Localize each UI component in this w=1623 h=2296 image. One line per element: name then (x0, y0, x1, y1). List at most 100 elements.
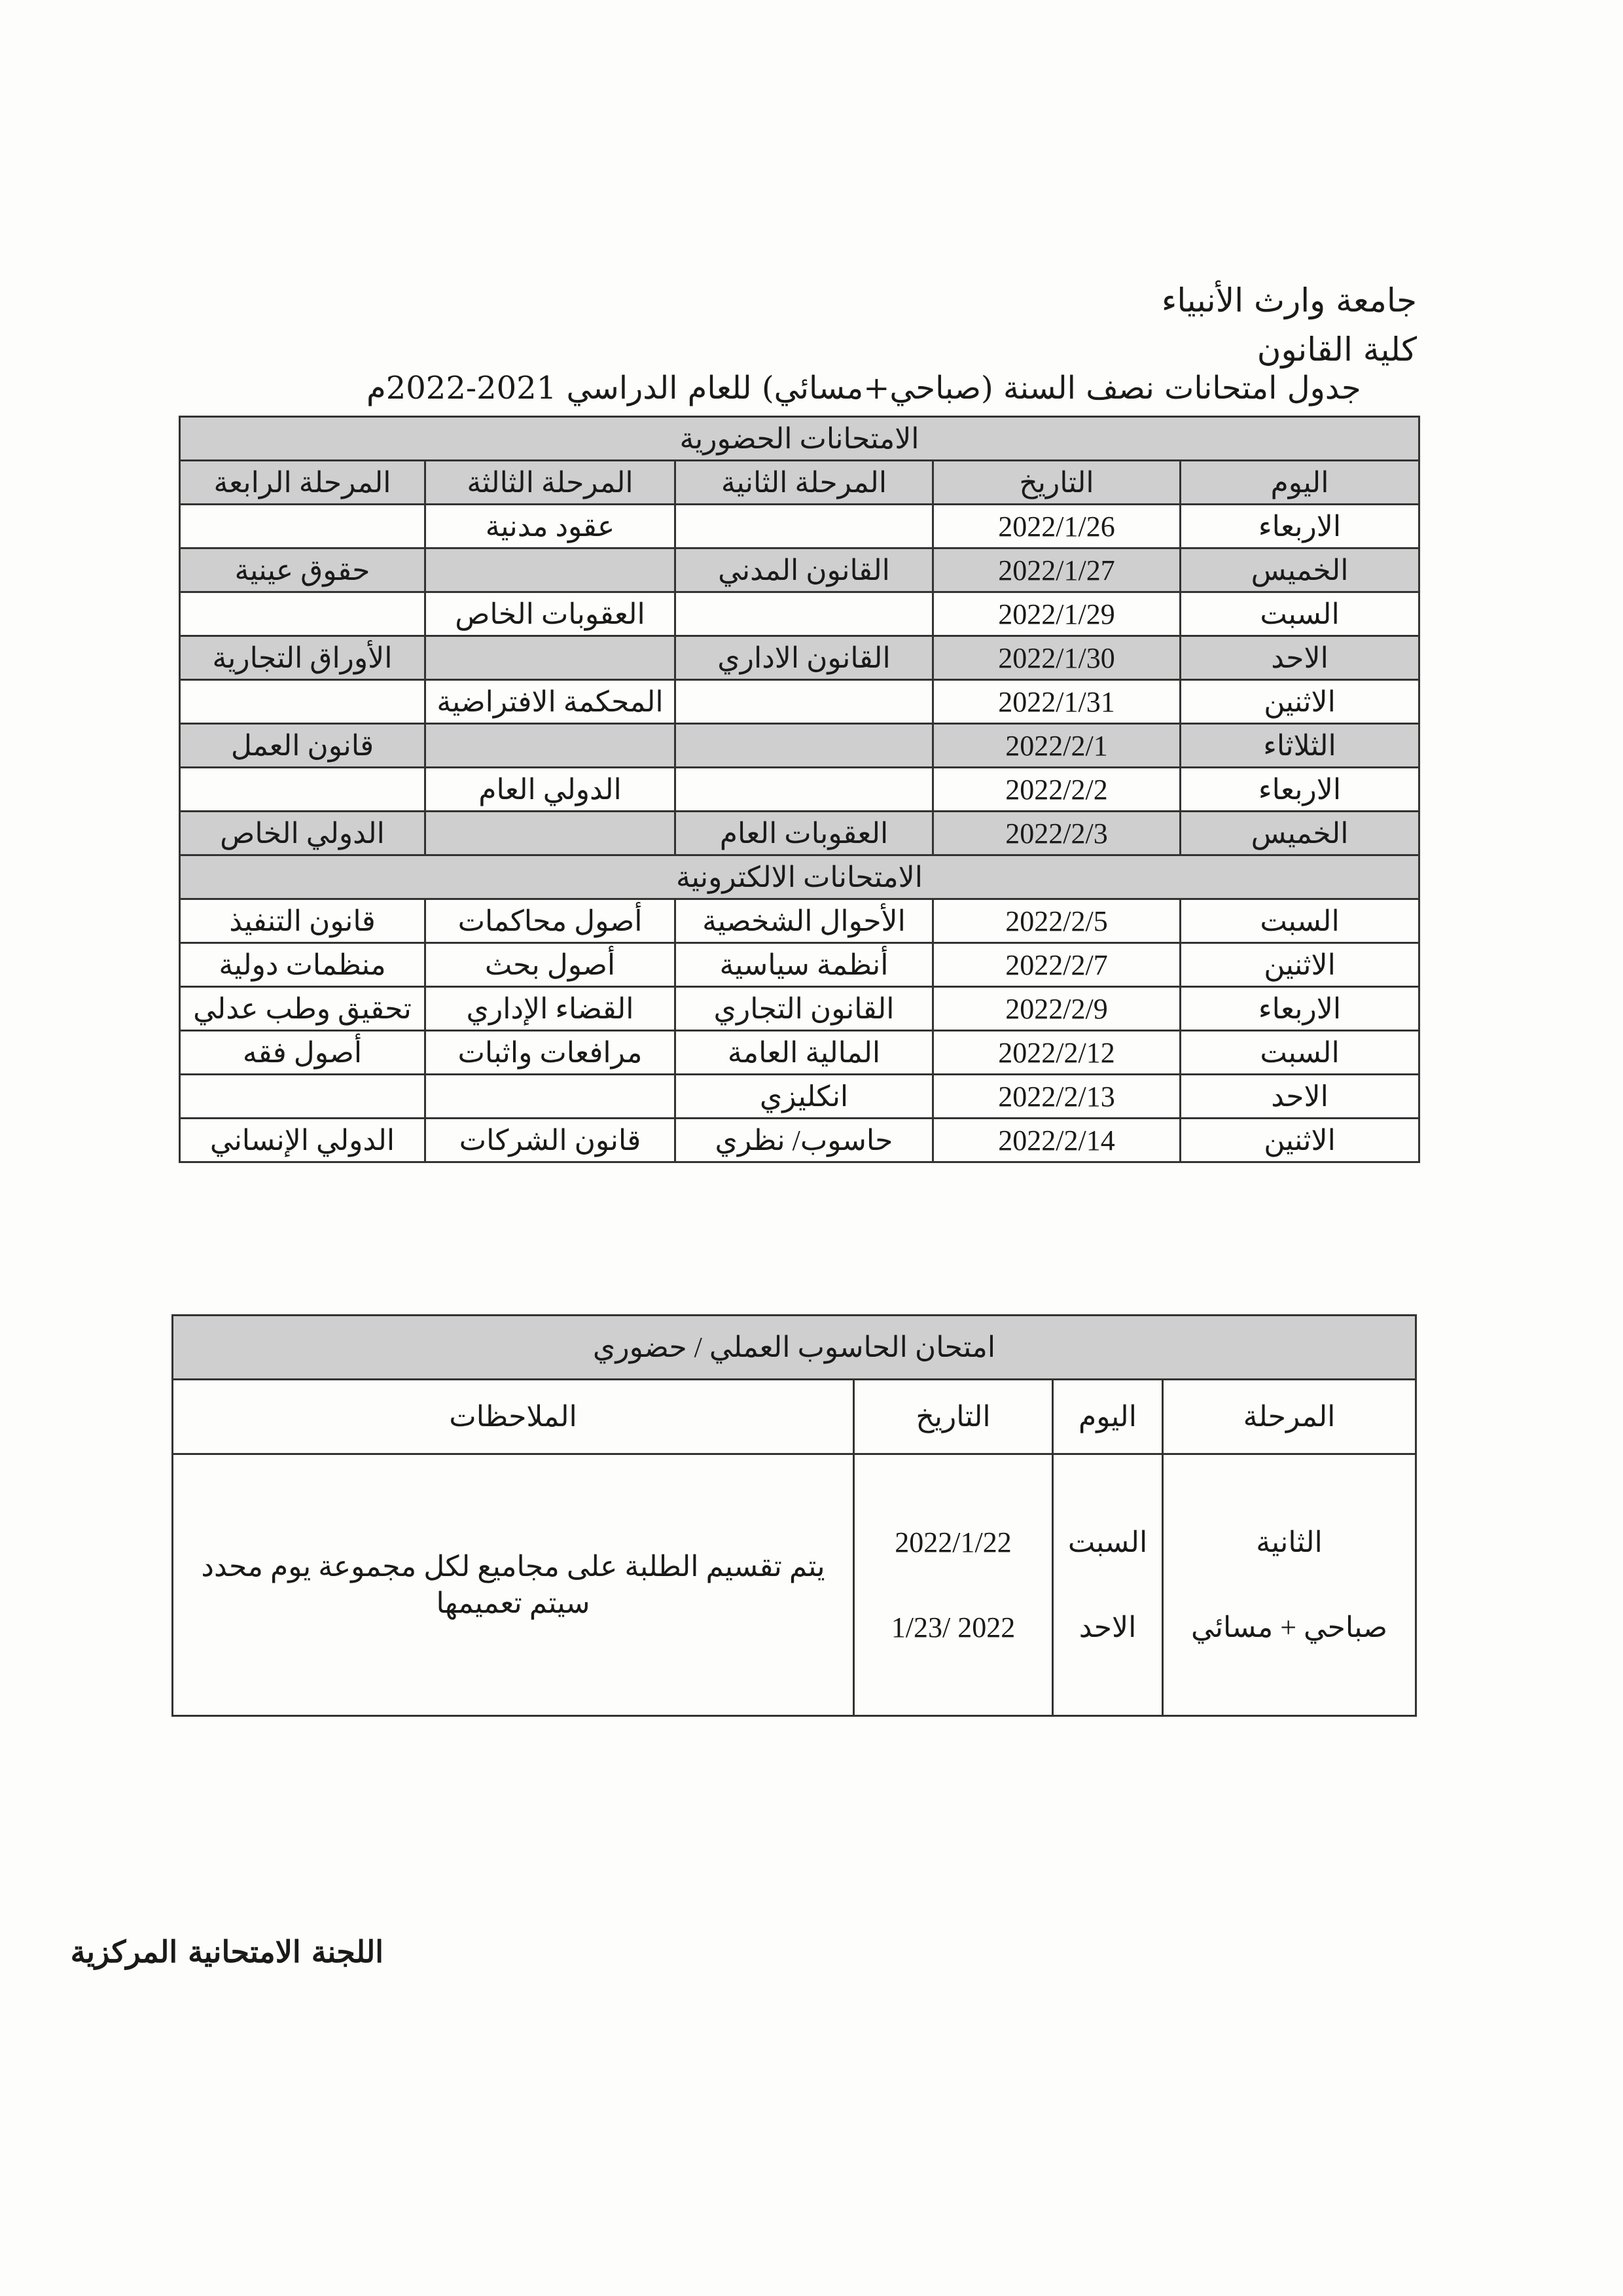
cell-s4: قانون التنفيذ (179, 898, 426, 944)
col-date: التاريخ (853, 1378, 1054, 1455)
day-2: الاحد (1079, 1611, 1137, 1643)
cell-s3: المحكمة الافتراضية (424, 679, 676, 725)
cell-s2 (674, 503, 934, 549)
cell-date: 2022/1/26 (932, 503, 1181, 549)
cell-day: الاحد (1179, 1073, 1420, 1119)
cell-s2: الأحوال الشخصية (674, 898, 934, 944)
cell-s3 (424, 1073, 676, 1119)
cell-day: السبت (1179, 898, 1420, 944)
cell-s2: المالية العامة (674, 1030, 934, 1075)
college-name: كلية القانون (1257, 331, 1417, 368)
exam-schedule-table: الامتحانات الحضورية اليوم التاريخ المرحلة ا… (179, 416, 1420, 1163)
cell-s4: تحقيق وطب عدلي (179, 986, 426, 1031)
table-row: السبت 2022/2/12 المالية العامة مرافعات واثب… (179, 1030, 1420, 1075)
cell-date: 2022/1/27 (932, 547, 1181, 593)
cell-s3: القضاء الإداري (424, 986, 676, 1031)
cell-s4: أصول فقه (179, 1030, 426, 1075)
cell-date: 2022/1/30 (932, 635, 1181, 681)
table-row: السبت 2022/2/5 الأحوال الشخصية أصول محاكمات… (179, 898, 1420, 944)
section-header: الامتحانات الالكترونية (179, 854, 1420, 900)
note-line-2: سيتم تعميمها (436, 1587, 590, 1619)
cell-s4 (179, 679, 426, 725)
cell-s4 (179, 503, 426, 549)
date-2: 2022 /1/23 (891, 1611, 1016, 1643)
cell-s3: العقوبات الخاص (424, 591, 676, 637)
col-notes: الملاحظات (171, 1378, 855, 1455)
cell-s2: القانون الاداري (674, 635, 934, 681)
cell-s3 (424, 635, 676, 681)
cell-s4 (179, 591, 426, 637)
electronic-section-title: الامتحانات الالكترونية (179, 854, 1420, 900)
cell-date: 2022/2/1 (932, 723, 1181, 768)
cell-date: 2022/2/5 (932, 898, 1181, 944)
cell-s3: قانون الشركات (424, 1117, 676, 1163)
table-row: الاربعاء 2022/1/26 عقود مدنية (179, 503, 1420, 549)
cell-day: الاربعاء (1179, 503, 1420, 549)
cell-date: 2022/2/7 (932, 942, 1181, 988)
cell-s4: الأوراق التجارية (179, 635, 426, 681)
cell-s2 (674, 766, 934, 812)
cell-s4: قانون العمل (179, 723, 426, 768)
day-cell: السبت الاحد (1052, 1453, 1164, 1717)
cell-day: الخميس (1179, 810, 1420, 856)
cell-date: 2022/2/2 (932, 766, 1181, 812)
table-row: السبت 2022/1/29 العقوبات الخاص (179, 591, 1420, 637)
table-row: الاربعاء 2022/2/9 القانون التجاري القضاء ال… (179, 986, 1420, 1031)
table-row: الاحد 2022/1/30 القانون الاداري الأوراق الت… (179, 635, 1420, 681)
table-row: الاحد 2022/2/13 انكليزي (179, 1073, 1420, 1119)
table-row: الخميس 2022/1/27 القانون المدني حقوق عينية (179, 547, 1420, 593)
cell-s2 (674, 591, 934, 637)
col-date: التاريخ (932, 459, 1181, 505)
cell-s2: العقوبات العام (674, 810, 934, 856)
cell-day: الاربعاء (1179, 986, 1420, 1031)
cell-s3 (424, 810, 676, 856)
cell-s2: أنظمة سياسية (674, 942, 934, 988)
cell-date: 2022/2/12 (932, 1030, 1181, 1075)
table-row: الاثنين 2022/1/31 المحكمة الافتراضية (179, 679, 1420, 725)
cell-s3 (424, 723, 676, 768)
cell-s4: الدولي الإنساني (179, 1117, 426, 1163)
cell-day: الخميس (1179, 547, 1420, 593)
cell-day: الثلاثاء (1179, 723, 1420, 768)
cell-s2: القانون المدني (674, 547, 934, 593)
cell-day: السبت (1179, 591, 1420, 637)
in-person-section-title: الامتحانات الحضورية (179, 416, 1420, 461)
cell-s4 (179, 1073, 426, 1119)
table-row: الاثنين 2022/2/14 حاسوب/ نظري قانون الشركات… (179, 1117, 1420, 1163)
cell-day: الاثنين (1179, 679, 1420, 725)
computer-practical-table: امتحان الحاسوب العملي / حضوري المرحلة ال… (171, 1314, 1417, 1717)
practical-title: امتحان الحاسوب العملي / حضوري (171, 1314, 1417, 1380)
cell-date: 2022/1/29 (932, 591, 1181, 637)
cell-s3: أصول بحث (424, 942, 676, 988)
table-row: الثلاثاء 2022/2/1 قانون العمل (179, 723, 1420, 768)
cell-s3: أصول محاكمات (424, 898, 676, 944)
column-header-row: اليوم التاريخ المرحلة الثانية المرحلة الثال… (179, 459, 1420, 505)
cell-date: 2022/2/13 (932, 1073, 1181, 1119)
note-line-1: يتم تقسيم الطلبة على مجاميع لكل مجموعة ي… (201, 1550, 825, 1583)
cell-date: 2022/1/31 (932, 679, 1181, 725)
document-title: جدول امتحانات نصف السنة (صباحي+مسائي) لل… (366, 370, 1361, 406)
day-1: السبت (1067, 1526, 1148, 1558)
table-row: الاربعاء 2022/2/2 الدولي العام (179, 766, 1420, 812)
cell-s4: حقوق عينية (179, 547, 426, 593)
cell-s3: مرافعات واثبات (424, 1030, 676, 1075)
cell-date: 2022/2/14 (932, 1117, 1181, 1163)
cell-day: الاثنين (1179, 1117, 1420, 1163)
cell-s2: انكليزي (674, 1073, 934, 1119)
cell-day: السبت (1179, 1030, 1420, 1075)
notes-cell: يتم تقسيم الطلبة على مجاميع لكل مجموعة ي… (171, 1453, 855, 1717)
cell-day: الاربعاء (1179, 766, 1420, 812)
cell-date: 2022/2/3 (932, 810, 1181, 856)
col-stage4: المرحلة الرابعة (179, 459, 426, 505)
cell-s3: عقود مدنية (424, 503, 676, 549)
stage-cell: الثانية صباحي + مسائي (1162, 1453, 1417, 1717)
col-day: اليوم (1052, 1378, 1164, 1455)
cell-day: الاحد (1179, 635, 1420, 681)
cell-s4: منظمات دولية (179, 942, 426, 988)
section-header: الامتحانات الحضورية (179, 416, 1420, 461)
col-stage3: المرحلة الثالثة (424, 459, 676, 505)
cell-s4 (179, 766, 426, 812)
stage-shift: صباحي + مسائي (1191, 1611, 1387, 1643)
date-1: 2022/1/22 (895, 1526, 1012, 1558)
col-stage: المرحلة (1162, 1378, 1417, 1455)
